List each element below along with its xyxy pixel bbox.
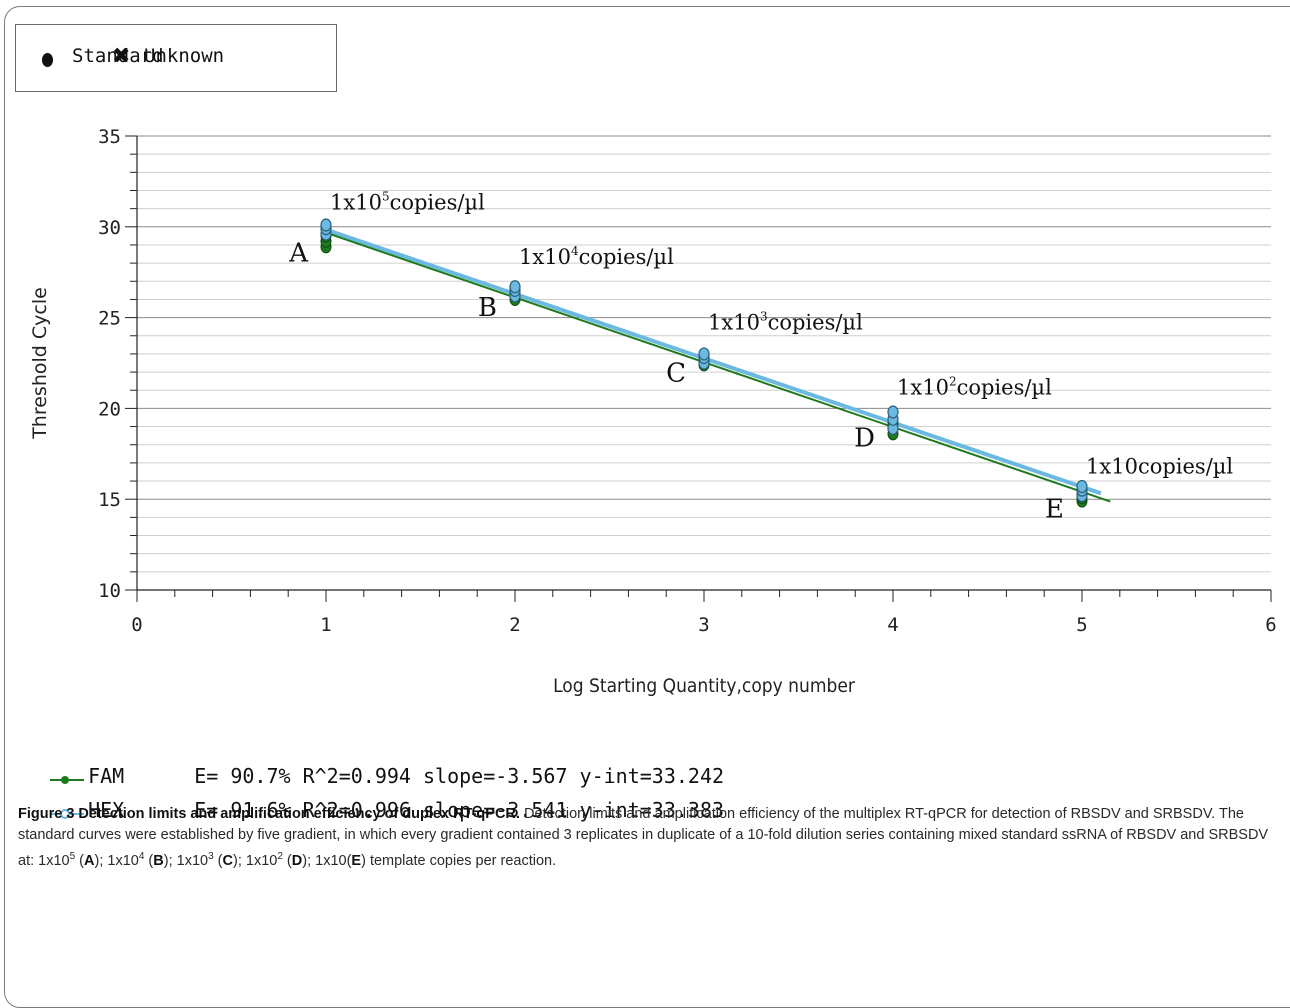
x-tick-label: 2 — [509, 614, 520, 636]
annotation-letter-c: C — [666, 358, 686, 388]
x-axis-label: Log Starting Quantity,copy number — [553, 675, 856, 697]
legend-unknown-label: Unknown — [144, 45, 225, 67]
annotation-copies-label: 1x102copies/µl — [897, 375, 1052, 400]
y-axis-label: Threshold Cycle — [29, 287, 51, 440]
y-tick-label: 10 — [98, 580, 121, 602]
caption-exponent: 3 — [208, 851, 214, 862]
hex-line-marker-icon — [50, 808, 85, 819]
caption-body: Detection limits and amplification effic… — [18, 806, 1269, 869]
annotation-letter-d: D — [854, 424, 875, 454]
x-tick-label: 3 — [698, 614, 709, 636]
y-tick-label: 35 — [98, 126, 121, 148]
cross-icon: ✖ — [112, 44, 131, 69]
x-tick-label: 5 — [1076, 614, 1087, 636]
caption-exponent: 4 — [138, 851, 145, 862]
caption-label-b: B — [153, 852, 164, 869]
figure-caption: Figure 3 Detection limits and amplificat… — [18, 804, 1280, 872]
x-tick-label: 0 — [131, 614, 142, 636]
legend-standard-label: Standard — [72, 45, 164, 67]
caption-label-e: E — [351, 852, 362, 869]
annotation-copies-label: 1x105copies/µl — [330, 190, 485, 215]
fit-line-fam — [325, 231, 1111, 503]
stats-hex-name: HEX — [88, 798, 125, 822]
caption-label-d: D — [291, 852, 303, 869]
annotation-letter-e: E — [1045, 495, 1064, 525]
annotation-letter-b: B — [478, 293, 497, 323]
fit-line-hex — [325, 227, 1102, 496]
y-tick-label: 30 — [98, 217, 121, 239]
y-tick-label: 25 — [98, 308, 121, 330]
data-point-hex — [887, 405, 899, 419]
fam-line-marker-icon — [50, 775, 85, 784]
chart-legend: Standard ✖ Unknown — [15, 24, 337, 92]
filled-circle-icon — [42, 53, 53, 67]
stats-hex-text: E= 91.6% R^2=0.996 slope=-3.541 y-int=33… — [194, 798, 725, 822]
x-tick-label: 4 — [887, 614, 898, 636]
annotation-copies-label: 1x104copies/µl — [519, 244, 674, 269]
caption-exponent: 5 — [69, 851, 76, 862]
data-point-hex — [698, 347, 710, 361]
x-tick-label: 1 — [320, 614, 331, 636]
caption-label-c: C — [222, 852, 233, 869]
x-tick-label: 6 — [1265, 614, 1276, 636]
stats-row-hex: HEX E= 91.6% R^2=0.996 slope=-3.541 y-int… — [24, 774, 724, 822]
y-tick-label: 20 — [98, 398, 121, 420]
data-point-hex — [1076, 479, 1088, 494]
stats-fam-name: FAM — [88, 764, 125, 788]
caption-title: Figure 3 Detection limits and amplificat… — [18, 806, 520, 822]
stats-row-fam: FAM E= 90.7% R^2=0.994 slope=-3.567 y-int… — [24, 740, 724, 788]
caption-parts: 5 (A); 1x104 (B); 1x103 (C); 1x102 (D); … — [69, 851, 557, 869]
data-point-hex — [320, 218, 332, 232]
annotation-copies-label: 1x103copies/µl — [708, 309, 863, 334]
annotation-copies-label: 1x10copies/µl — [1086, 455, 1233, 479]
y-tick-label: 15 — [98, 489, 121, 511]
annotation-letter-a: A — [288, 239, 309, 269]
caption-exponent: 2 — [277, 851, 283, 862]
data-point-hex — [509, 280, 521, 294]
caption-label-a: A — [84, 852, 95, 869]
standard-curve-chart: 10 15 20 25 30 35 0 1 2 3 4 5 6 Threshold Cycle Log St… — [29, 126, 1277, 697]
stats-fam-text: E= 90.7% R^2=0.994 slope=-3.567 y-int=33… — [194, 764, 725, 788]
